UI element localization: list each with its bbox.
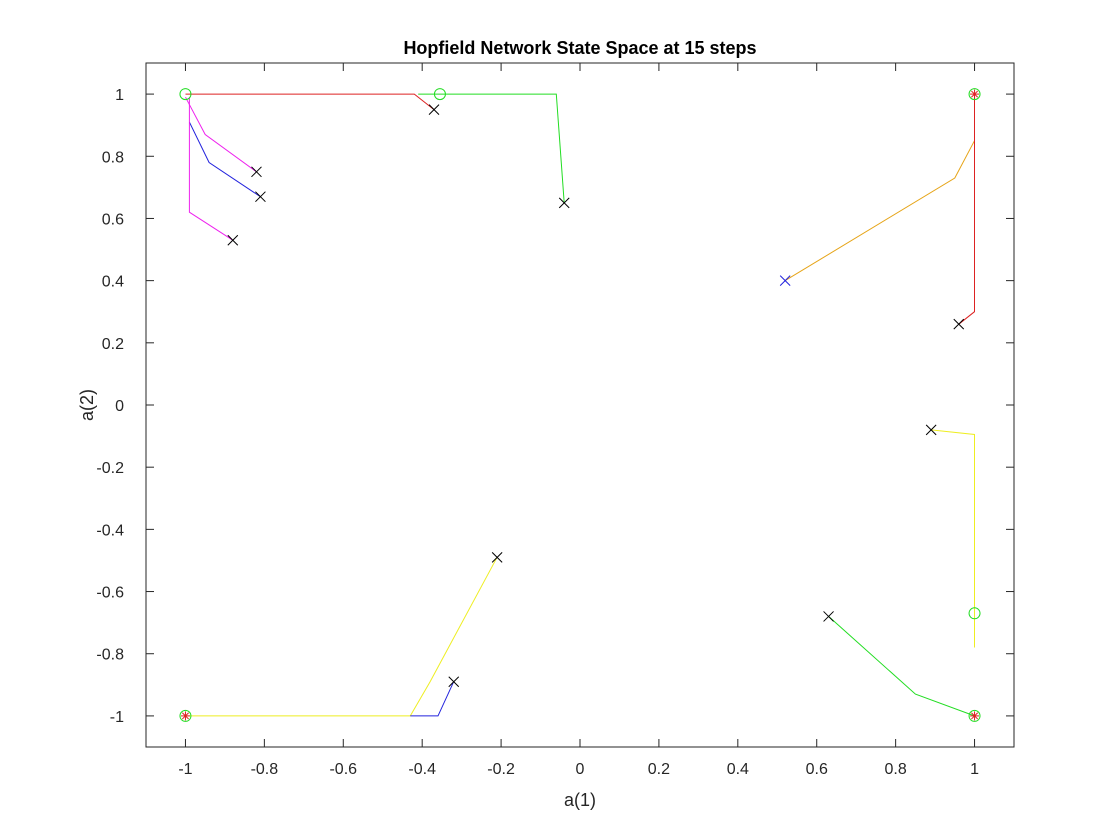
x-tick-label: 0 — [576, 761, 585, 778]
y-tick-label: 0.8 — [102, 149, 124, 166]
x-axis-label: a(1) — [564, 790, 596, 810]
start-marker-x — [558, 197, 570, 209]
start-marker-x — [251, 166, 262, 178]
trajectory-line — [418, 93, 565, 203]
plot-area: -1 -0.8 -0.6 -0.4 -0.2 0 0.2 0.4 0.6 0.8 1 -1-0.8-… — [96, 62, 1015, 778]
trajectory-line — [410, 681, 455, 717]
x-tick-label: -0.8 — [251, 761, 279, 778]
x-marker-stroke — [428, 104, 440, 115]
trajectory-line — [958, 94, 975, 325]
start-marker-x — [491, 551, 503, 563]
markers — [179, 88, 981, 722]
stable-point-star-marker — [970, 89, 980, 99]
equilibrium-circle-marker — [968, 88, 981, 101]
start-marker-x — [428, 104, 440, 115]
stable-point-star-marker — [180, 711, 190, 721]
x-tick-label: -0.6 — [329, 761, 357, 778]
series-lines — [185, 93, 975, 717]
y-tick-label: 0.4 — [102, 274, 124, 291]
y-tick-labels: -1 -0.8 -0.6 -0.4 -0.2 0 0.2 0.4 0.6 0.8 1 — [96, 87, 124, 726]
chart-title: Hopfield Network State Space at 15 steps — [403, 38, 756, 58]
x-marker-stroke — [779, 275, 791, 286]
x-tick-label: 0.2 — [648, 761, 670, 778]
y-tick-label: -1 — [110, 709, 124, 726]
x-marker-stroke — [491, 551, 503, 563]
y-axis-label: a(2) — [77, 389, 97, 421]
y-tick-label: -0.4 — [96, 522, 124, 539]
x-marker-stroke — [925, 424, 937, 436]
equilibrium-circle-marker — [433, 88, 446, 101]
start-marker-x — [227, 234, 239, 246]
trajectory-line — [188, 121, 261, 198]
axes-box — [145, 62, 1015, 748]
x-marker-stroke — [227, 234, 239, 246]
x-marker-stroke — [823, 611, 834, 622]
y-tick-label: -0.8 — [96, 647, 124, 664]
start-marker-x — [925, 424, 937, 436]
x-marker-stroke — [448, 676, 460, 688]
tick-marks — [146, 63, 1014, 747]
y-tick-label: 0.2 — [102, 336, 124, 353]
y-tick-label: 0.6 — [102, 211, 124, 228]
star-marker-stroke — [181, 712, 189, 720]
x-tick-label: 0.8 — [885, 761, 907, 778]
x-tick-labels: -1 -0.8 -0.6 -0.4 -0.2 0 0.2 0.4 0.6 0.8 1 — [178, 761, 979, 778]
x-marker-stroke — [255, 191, 266, 203]
trajectory-line — [931, 429, 975, 648]
equilibrium-circle-marker — [179, 88, 192, 101]
stable-point-star-marker — [970, 711, 980, 721]
trajectory-line — [188, 97, 234, 241]
x-tick-label: -1 — [178, 761, 192, 778]
start-marker-x — [779, 275, 791, 286]
x-tick-label: -0.2 — [487, 761, 515, 778]
trajectory-line — [828, 616, 975, 717]
trajectory-line — [185, 93, 435, 110]
x-marker-stroke — [953, 318, 965, 330]
x-marker-stroke — [251, 166, 262, 178]
x-tick-label: 0.4 — [727, 761, 749, 778]
y-tick-label: 1 — [115, 87, 124, 104]
trajectory-line — [185, 96, 257, 173]
start-marker-x — [255, 191, 266, 203]
y-tick-label: -0.2 — [96, 460, 124, 477]
equilibrium-circle-marker — [968, 709, 981, 722]
star-marker-stroke — [971, 712, 979, 720]
equilibrium-circle-marker — [179, 709, 192, 722]
trajectory-line — [185, 557, 498, 717]
star-marker-stroke — [971, 90, 979, 98]
start-marker-x — [823, 611, 834, 622]
equilibrium-circle-marker — [968, 607, 981, 620]
y-tick-label: -0.6 — [96, 585, 124, 602]
x-tick-label: -0.4 — [408, 761, 436, 778]
start-marker-x — [448, 676, 460, 688]
y-tick-label: 0 — [115, 398, 124, 415]
x-tick-label: 1 — [970, 761, 979, 778]
trajectory-line — [784, 140, 975, 282]
x-tick-label: 0.6 — [806, 761, 828, 778]
start-marker-x — [953, 318, 965, 330]
x-marker-stroke — [558, 197, 570, 209]
